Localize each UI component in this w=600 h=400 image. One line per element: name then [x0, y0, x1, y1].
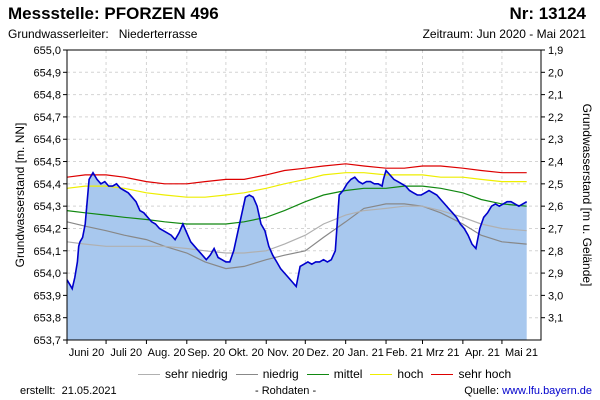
y2-tick-label: 2,5	[548, 179, 563, 191]
station-number: Nr: 13124	[509, 4, 586, 23]
series-line-mittel	[66, 185, 527, 225]
legend-label-mittel: mittel	[333, 367, 363, 381]
source-info: Quelle: www.lfu.bayern.de	[464, 385, 592, 397]
y-tick-label: 653,7	[33, 335, 61, 347]
source-link[interactable]: www.lfu.bayern.de	[502, 385, 592, 397]
y-tick-label: 654,3	[33, 201, 61, 213]
y2-tick-label: 2,9	[548, 268, 563, 280]
plot-frame	[66, 49, 542, 341]
y2-tick-label: 2,3	[548, 134, 563, 146]
y2-tick-label: 2,7	[548, 223, 563, 235]
created-date: 21.05.2021	[61, 385, 117, 397]
x-tick-label: Aug. 20	[148, 347, 186, 359]
y2-tick-label: 3,0	[548, 290, 563, 302]
y-tick-label: 654,8	[33, 90, 61, 102]
x-tick-label: Juli 20	[110, 347, 142, 359]
y-tick-label: 654,2	[33, 223, 61, 235]
aquifer-info: Grundwasserleiter: Niederterrasse	[8, 27, 197, 41]
y2-tick-label: 3,1	[548, 313, 563, 325]
series-line-niedrig	[66, 203, 527, 270]
y-tick-label: 654,4	[33, 179, 61, 191]
x-tick-label: Mai 21	[505, 347, 538, 359]
y2-tick-label: 2,8	[548, 246, 563, 258]
y2-tick-label: 2,1	[548, 90, 563, 102]
x-tick-label: Nov. 20	[267, 347, 304, 359]
legend-swatch-sehr-niedrig	[138, 373, 160, 375]
y-tick-label: 655,0	[33, 45, 61, 57]
series-line-grundwasserstand	[66, 168, 528, 291]
y-tick-label: 654,5	[33, 157, 61, 169]
x-tick-label: Juni 20	[69, 347, 104, 359]
x-tick-label: Jan. 21	[348, 347, 384, 359]
y2-axis-title: Grundwasserstand [m u. Gelände]	[580, 104, 594, 287]
x-tick-label: Okt. 20	[228, 347, 263, 359]
aquifer-label: Grundwasserleiter:	[8, 27, 109, 41]
y2-tick-label: 2,0	[548, 67, 563, 79]
source-label: Quelle:	[464, 385, 500, 397]
y2-tick-label: 1,9	[548, 45, 563, 57]
y2-tick-label: 2,4	[548, 157, 563, 169]
legend-label-sehr-niedrig: sehr niedrig	[165, 367, 228, 381]
legend-label-hoch: hoch	[397, 367, 424, 381]
legend-swatch-niedrig	[235, 373, 258, 375]
y-tick-label: 653,9	[33, 290, 61, 302]
chart-legend: sehr niedrig niedrig mittel hoch sehr ho…	[130, 367, 511, 381]
y-tick-label: 654,9	[33, 67, 61, 79]
period-label: Zeitraum: Jun 2020 - Mai 2021	[422, 27, 586, 41]
y-tick-label: 654,7	[33, 112, 61, 124]
legend-swatch-mittel	[306, 373, 329, 375]
created-info: erstellt: 21.05.2021	[20, 385, 117, 397]
legend-swatch-sehr-hoch	[431, 373, 454, 375]
x-tick-label: Dez. 20	[307, 347, 345, 359]
y-tick-label: 654,0	[33, 268, 61, 280]
y2-tick-label: 2,2	[548, 112, 563, 124]
series-line-hoch	[66, 172, 527, 198]
y-tick-label: 654,1	[33, 246, 61, 258]
x-tick-label: Feb. 21	[386, 347, 423, 359]
series-line-sehr-hoch	[66, 163, 527, 185]
legend-swatch-hoch	[370, 373, 393, 375]
y-tick-label: 654,6	[33, 134, 61, 146]
y-axis-title: Grundwasserstand [m. NN]	[13, 123, 27, 268]
series-area-grundwasserstand	[67, 170, 527, 340]
station-title: Messstelle: PFORZEN 496	[8, 4, 219, 23]
raw-data-note: - Rohdaten -	[255, 385, 317, 397]
aquifer-value: Niederterrasse	[118, 27, 198, 41]
y2-tick-label: 2,6	[548, 201, 563, 213]
created-label: erstellt:	[20, 385, 56, 397]
x-tick-label: Sep. 20	[187, 347, 225, 359]
x-tick-label: Mrz 21	[426, 347, 460, 359]
y-tick-label: 653,8	[33, 313, 61, 325]
legend-label-sehr-hoch: sehr hoch	[458, 367, 512, 381]
legend-label-niedrig: niedrig	[262, 367, 299, 381]
x-tick-label: Apr. 21	[465, 347, 500, 359]
series-line-sehr-niedrig	[66, 205, 527, 254]
